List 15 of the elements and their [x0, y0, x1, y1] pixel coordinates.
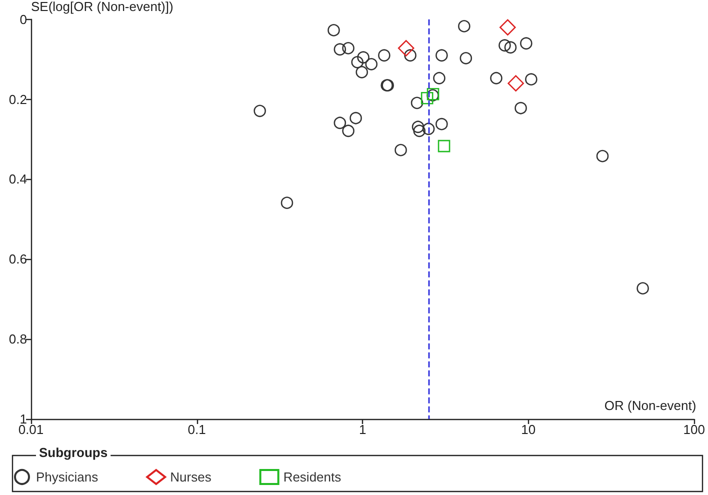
y-tick-label: 0.8	[8, 332, 27, 347]
legend-label: Residents	[283, 470, 342, 484]
x-tick-label: 1	[358, 422, 366, 437]
x-tick-label: 10	[521, 422, 536, 437]
y-tick-label: 0	[20, 12, 27, 27]
y-tick-label: 0.2	[8, 92, 27, 107]
y-tick-label: 0.6	[8, 252, 27, 267]
y-tick-label: 0.4	[8, 172, 27, 187]
x-tick-label: 100	[683, 422, 706, 437]
legend-label: Nurses	[170, 470, 212, 484]
x-axis-title: OR (Non-event)	[604, 398, 696, 413]
legend-label: Physicians	[36, 470, 99, 484]
legend-title: Subgroups	[39, 445, 108, 460]
x-tick-label: 0.1	[188, 422, 206, 437]
y-axis-title: SE(log[OR (Non-event)])	[31, 0, 174, 14]
